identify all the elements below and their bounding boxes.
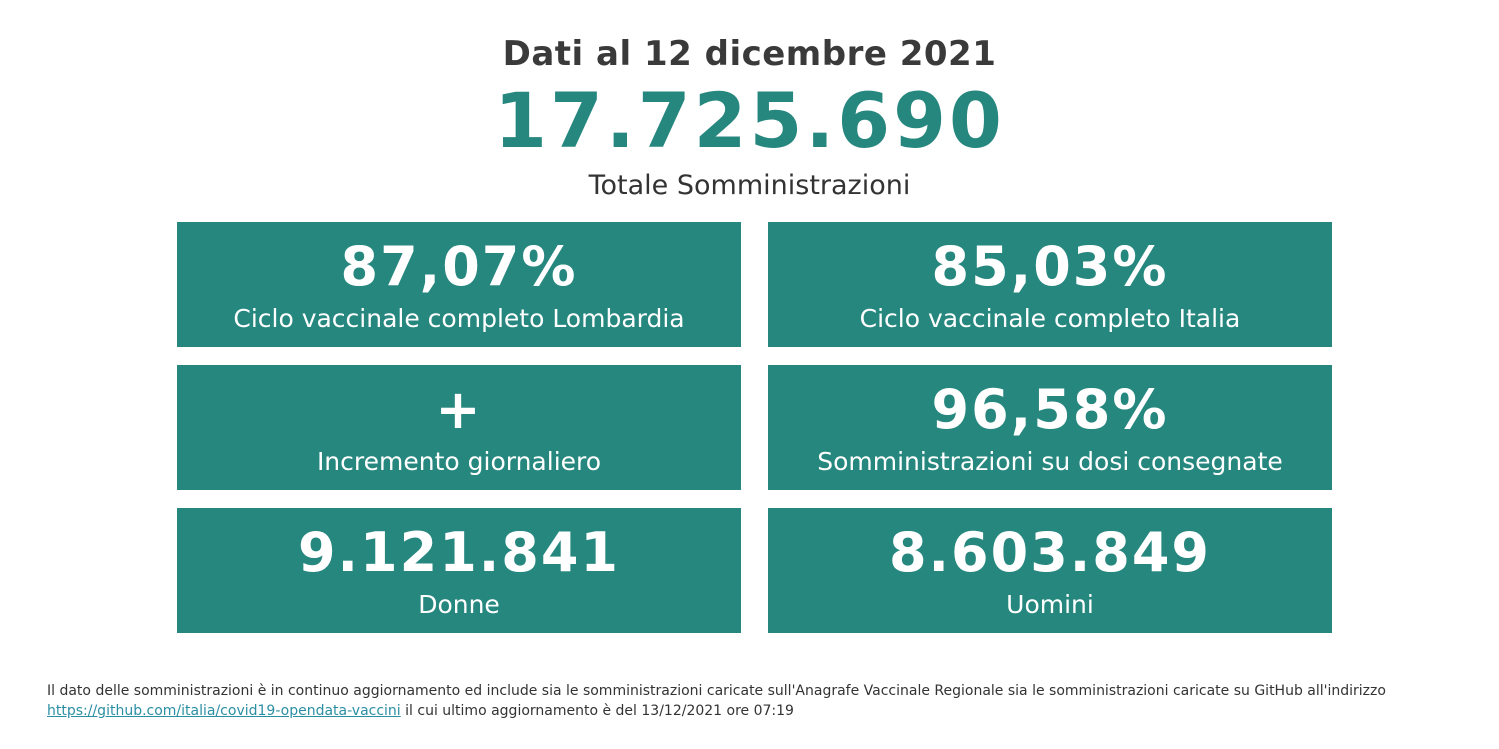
- card-label: Ciclo vaccinale completo Lombardia: [233, 303, 685, 333]
- card-italia-complete-cycle: 85,03% Ciclo vaccinale completo Italia: [768, 222, 1332, 347]
- card-women: 9.121.841 Donne: [177, 508, 741, 633]
- date-title: Dati al 12 dicembre 2021: [502, 34, 997, 74]
- footer-note: Il dato delle somministrazioni è in cont…: [47, 681, 1487, 721]
- card-label: Uomini: [1006, 589, 1094, 619]
- card-value: 96,58%: [931, 377, 1169, 441]
- card-lombardia-complete-cycle: 87,07% Ciclo vaccinale completo Lombardi…: [177, 222, 741, 347]
- stats-grid: 87,07% Ciclo vaccinale completo Lombardi…: [177, 222, 1332, 633]
- card-value: 85,03%: [931, 234, 1169, 298]
- card-value: +: [435, 377, 483, 441]
- card-label: Ciclo vaccinale completo Italia: [859, 303, 1241, 333]
- card-men: 8.603.849 Uomini: [768, 508, 1332, 633]
- total-administrations-value: 17.725.690: [494, 76, 1005, 165]
- card-value: 8.603.849: [888, 520, 1212, 584]
- card-daily-increment: + Incremento giornaliero: [177, 365, 741, 490]
- total-administrations-label: Totale Somministrazioni: [588, 170, 911, 201]
- github-link[interactable]: https://github.com/italia/covid19-openda…: [47, 703, 401, 719]
- card-label: Incremento giornaliero: [316, 446, 602, 476]
- card-administrations-on-delivered: 96,58% Somministrazioni su dosi consegna…: [768, 365, 1332, 490]
- card-value: 9.121.841: [297, 520, 621, 584]
- card-label: Somministrazioni su dosi consegnate: [817, 446, 1283, 476]
- header: Dati al 12 dicembre 2021 17.725.690 Tota…: [0, 30, 1499, 206]
- footer-text: Il dato delle somministrazioni è in cont…: [47, 683, 1386, 699]
- card-value: 87,07%: [340, 234, 578, 298]
- card-label: Donne: [418, 589, 500, 619]
- footer-update-text: il cui ultimo aggiornamento è del 13/12/…: [400, 703, 794, 719]
